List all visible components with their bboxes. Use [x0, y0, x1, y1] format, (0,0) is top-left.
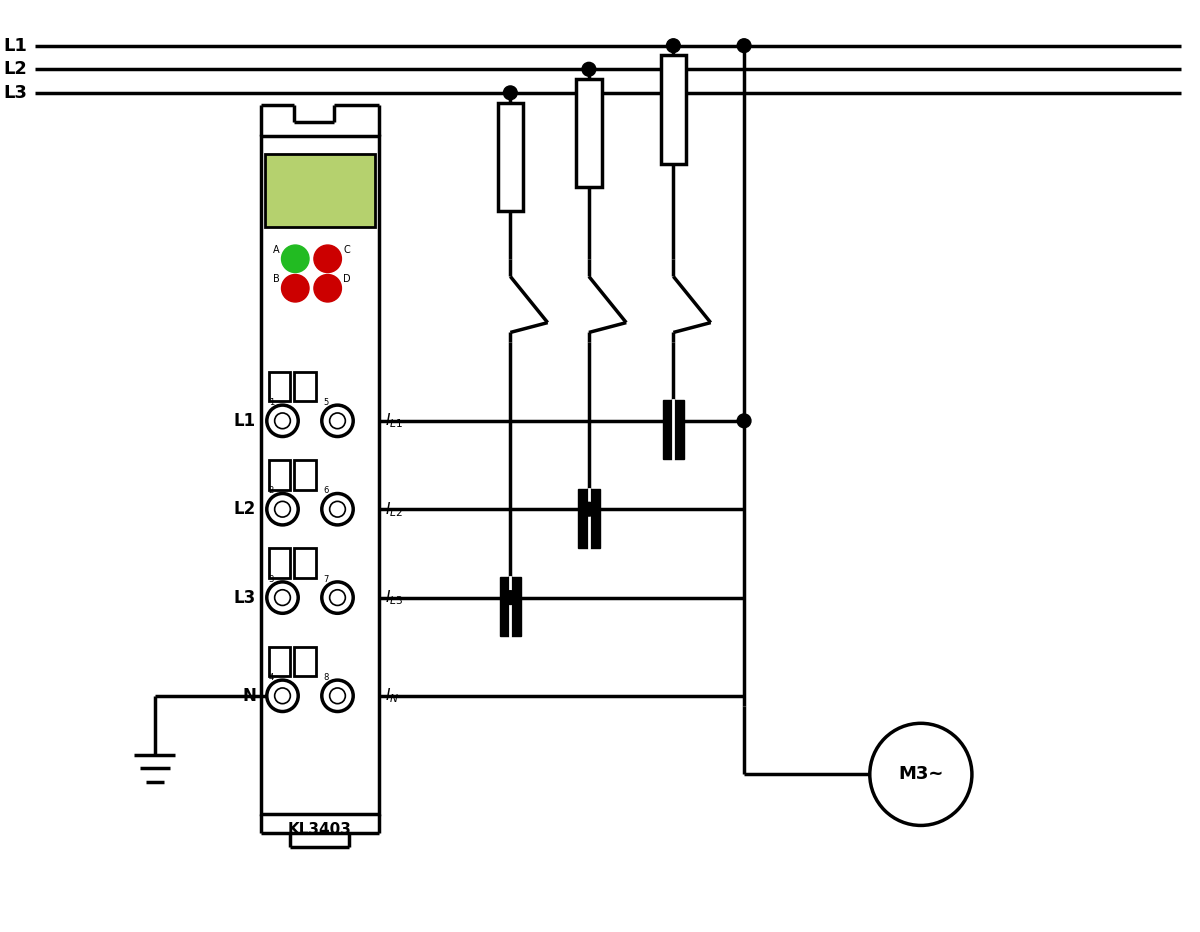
Text: $I_N$: $I_N$ [385, 687, 398, 706]
Text: $I_{L1}$: $I_{L1}$ [385, 411, 403, 431]
Circle shape [582, 502, 595, 516]
Bar [265, 154, 374, 227]
Bar [260, 136, 379, 814]
Text: L1: L1 [4, 36, 28, 55]
Circle shape [275, 688, 290, 704]
Bar [661, 56, 686, 163]
Circle shape [282, 245, 310, 272]
Text: C: C [343, 245, 350, 255]
Text: A: A [272, 245, 280, 255]
Text: L2: L2 [4, 61, 28, 78]
Bar [269, 460, 290, 489]
Circle shape [322, 582, 353, 613]
Circle shape [275, 501, 290, 517]
Text: 2: 2 [269, 487, 274, 496]
Circle shape [330, 501, 346, 517]
Circle shape [314, 275, 342, 302]
Circle shape [737, 414, 751, 428]
Text: 6: 6 [324, 487, 329, 496]
Circle shape [266, 494, 299, 525]
Circle shape [870, 723, 972, 826]
Circle shape [504, 86, 517, 100]
Bar [294, 549, 316, 578]
Bar [294, 460, 316, 489]
Circle shape [282, 275, 310, 302]
Bar [269, 647, 290, 676]
Circle shape [322, 405, 353, 436]
Circle shape [314, 245, 342, 272]
Circle shape [330, 413, 346, 429]
Bar [294, 372, 316, 401]
Text: D: D [343, 275, 352, 284]
Bar [499, 577, 521, 636]
Circle shape [266, 680, 299, 711]
Bar [578, 488, 600, 547]
Circle shape [266, 582, 299, 613]
Bar [498, 103, 523, 211]
Bar [294, 647, 316, 676]
Circle shape [504, 591, 517, 605]
Text: L3: L3 [4, 84, 28, 102]
Circle shape [322, 494, 353, 525]
Text: L1: L1 [234, 412, 256, 430]
Circle shape [666, 39, 680, 52]
Circle shape [266, 405, 299, 436]
Circle shape [275, 590, 290, 606]
Text: $I_{L2}$: $I_{L2}$ [385, 500, 403, 518]
Text: M3~: M3~ [898, 765, 943, 784]
Text: 7: 7 [324, 575, 329, 583]
Bar [576, 79, 601, 187]
Text: L2: L2 [234, 500, 256, 518]
Text: 4: 4 [269, 673, 274, 682]
Text: $I_{L3}$: $I_{L3}$ [385, 588, 403, 607]
Text: N: N [242, 687, 256, 705]
Text: L3: L3 [234, 589, 256, 607]
Text: B: B [272, 275, 280, 284]
Circle shape [322, 680, 353, 711]
Circle shape [275, 413, 290, 429]
Bar [269, 372, 290, 401]
Text: 1: 1 [269, 398, 274, 407]
Text: 5: 5 [324, 398, 329, 407]
Circle shape [330, 688, 346, 704]
Circle shape [330, 590, 346, 606]
Text: KL3403: KL3403 [288, 821, 352, 837]
Text: 8: 8 [324, 673, 329, 682]
Text: 3: 3 [269, 575, 274, 583]
Circle shape [582, 62, 595, 76]
Circle shape [737, 39, 751, 52]
Bar [269, 549, 290, 578]
Bar [662, 400, 684, 459]
